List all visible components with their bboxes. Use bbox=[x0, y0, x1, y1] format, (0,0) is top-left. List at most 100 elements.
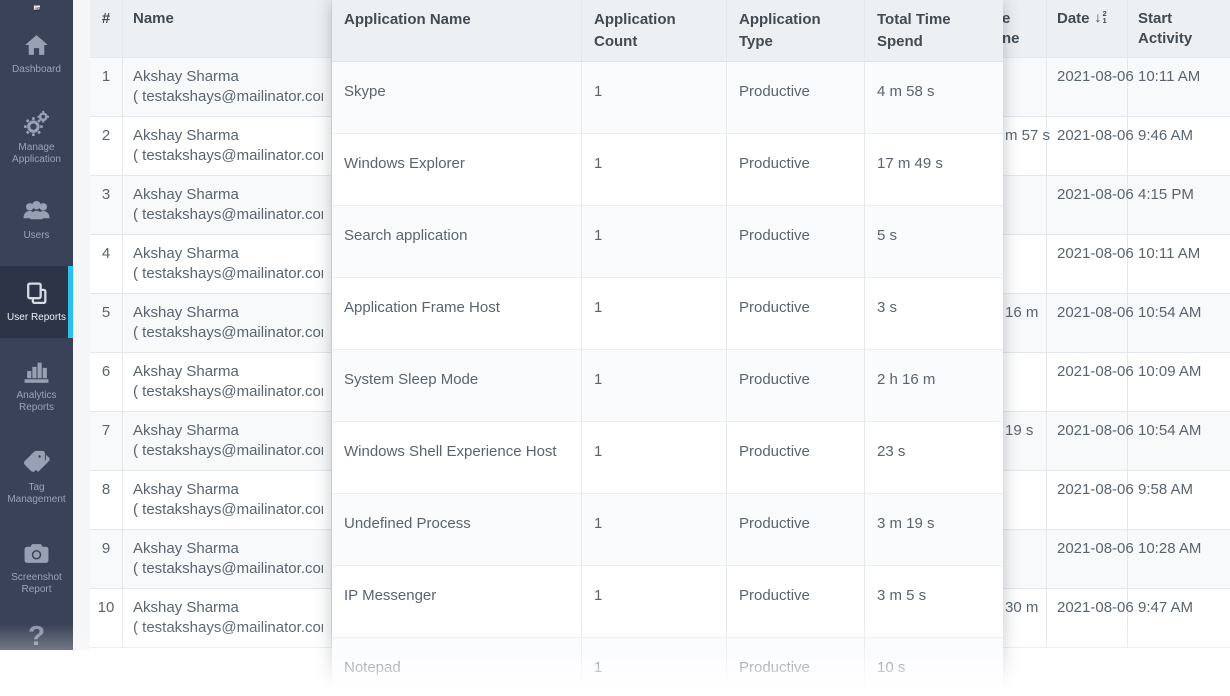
application-row: Undefined Process 1 Productive 3 m 19 s bbox=[332, 494, 1003, 566]
application-row: System Sleep Mode 1 Productive 2 h 16 m bbox=[332, 350, 1003, 422]
sidebar-item-screenshot-report[interactable]: Screenshot Report bbox=[0, 530, 73, 606]
application-count-cell: 1 bbox=[582, 134, 727, 205]
start-activity-cell: 10:54 AM bbox=[1138, 422, 1202, 439]
home-icon bbox=[25, 35, 48, 55]
start-activity-cell: 9:58 AM bbox=[1138, 481, 1194, 498]
user-name-cell: Akshay Sharma ( testakshays@mailinator.c… bbox=[123, 176, 332, 234]
user-name-cell: Akshay Sharma ( testakshays@mailinator.c… bbox=[123, 589, 332, 647]
user-name-cell: Akshay Sharma ( testakshays@mailinator.c… bbox=[123, 471, 332, 529]
hidden-cell: 19 s bbox=[332, 412, 1047, 470]
application-row: Application Frame Host 1 Productive 3 s bbox=[332, 278, 1003, 350]
sidebar-item-dashboard[interactable]: Dashboard bbox=[0, 22, 73, 86]
user-name-cell: Akshay Sharma ( testakshays@mailinator.c… bbox=[123, 353, 332, 411]
application-type-cell: Productive bbox=[727, 422, 865, 493]
application-count-cell: 1 bbox=[582, 206, 727, 277]
start-activity-cell: 9:47 AM bbox=[1138, 599, 1194, 616]
row-number: 2 bbox=[90, 117, 123, 175]
application-row: Search application 1 Productive 5 s bbox=[332, 206, 1003, 278]
date-cell: 2021-08-06 bbox=[1047, 235, 1134, 293]
row-number: 6 bbox=[90, 353, 123, 411]
hidden-cell: m 57 s bbox=[332, 117, 1050, 175]
header-name: Name bbox=[123, 0, 332, 57]
application-count-cell: 1 bbox=[582, 278, 727, 349]
row-number: 9 bbox=[90, 530, 123, 588]
user-name-cell: Akshay Sharma ( testakshays@mailinator.c… bbox=[123, 58, 332, 116]
application-row: Skype 1 Productive 4 m 58 s bbox=[332, 62, 1003, 134]
application-count-cell: 1 bbox=[582, 638, 727, 696]
user-name-cell: Akshay Sharma ( testakshays@mailinator.c… bbox=[123, 117, 332, 175]
date-cell: 2021-08-06 bbox=[1047, 176, 1134, 234]
sidebar-item-label: Tag Management bbox=[7, 482, 66, 505]
row-number: 7 bbox=[90, 412, 123, 470]
camera-icon bbox=[24, 544, 49, 563]
time-spend-cell: 5 s bbox=[877, 227, 898, 244]
date-cell: 2021-08-06 bbox=[1047, 294, 1134, 352]
row-number: 4 bbox=[90, 235, 123, 293]
date-cell: 2021-08-06 bbox=[1047, 117, 1134, 175]
hidden-cell bbox=[332, 235, 1047, 293]
application-type-cell: Productive bbox=[727, 134, 865, 205]
application-name-cell: IP Messenger bbox=[332, 566, 582, 637]
sidebar-item-tag-management[interactable]: Tag Management bbox=[0, 440, 73, 516]
start-activity-cell: 10:54 AM bbox=[1138, 304, 1202, 321]
application-name-cell: Application Frame Host bbox=[332, 278, 582, 349]
help-button[interactable]: ? bbox=[27, 620, 46, 651]
sidebar-item-label: Manage Application bbox=[12, 142, 61, 165]
time-spend-cell: 17 m 49 s bbox=[877, 155, 943, 172]
overlay-header-row: Application Name Application Count Appli… bbox=[332, 0, 1003, 62]
start-activity-cell: 4:15 PM bbox=[1138, 186, 1194, 203]
application-type-cell: Productive bbox=[727, 62, 865, 133]
header-date[interactable]: Date ↓ 2 1 bbox=[1047, 0, 1128, 57]
application-type-cell: Productive bbox=[727, 350, 865, 421]
date-cell: 2021-08-06 bbox=[1047, 530, 1134, 588]
start-activity-cell: 10:28 AM bbox=[1138, 540, 1202, 557]
header-total-time-spend: Total Time Spend bbox=[877, 11, 951, 50]
date-cell: 2021-08-06 bbox=[1047, 353, 1134, 411]
sidebar-item-label: Dashboard bbox=[12, 64, 61, 75]
app-logo-monitor-chart-magnifier[interactable] bbox=[10, 5, 64, 12]
hidden-cell bbox=[332, 471, 1047, 529]
application-row: IP Messenger 1 Productive 3 m 5 s bbox=[332, 566, 1003, 638]
application-count-cell: 1 bbox=[582, 566, 727, 637]
application-count-cell: 1 bbox=[582, 494, 727, 565]
start-activity-cell: 10:11 AM bbox=[1138, 245, 1201, 262]
sidebar-item-analytics-reports[interactable]: Analytics Reports bbox=[0, 348, 73, 424]
user-name-cell: Akshay Sharma ( testakshays@mailinator.c… bbox=[123, 294, 332, 352]
header-num: # bbox=[90, 0, 123, 57]
tags-icon bbox=[23, 450, 50, 473]
users-group-icon bbox=[23, 201, 50, 220]
bar-chart-icon bbox=[24, 362, 49, 383]
user-name-cell: Akshay Sharma ( testakshays@mailinator.c… bbox=[123, 530, 332, 588]
application-name-cell: Skype bbox=[332, 62, 582, 133]
application-name-cell: Undefined Process bbox=[332, 494, 582, 565]
header-application-count: Application Count bbox=[582, 0, 727, 61]
bottom-left-fade bbox=[0, 650, 90, 696]
start-activity-cell: 10:11 AM bbox=[1138, 68, 1201, 85]
sidebar-item-label: Screenshot Report bbox=[11, 572, 62, 595]
sort-numeric-down-icon[interactable]: ↓ 2 1 bbox=[1094, 9, 1107, 25]
application-type-cell: Productive bbox=[727, 638, 865, 696]
gears-icon bbox=[24, 110, 49, 136]
sidebar-item-label: Analytics Reports bbox=[16, 390, 57, 413]
time-spend-cell: 2 h 16 m bbox=[877, 371, 936, 388]
application-row: Windows Explorer 1 Productive 17 m 49 s bbox=[332, 134, 1003, 206]
date-cell: 2021-08-06 bbox=[1047, 471, 1134, 529]
hidden-cell: 30 m bbox=[332, 589, 1047, 647]
row-number: 8 bbox=[90, 471, 123, 529]
hidden-cell: 16 m bbox=[332, 294, 1047, 352]
sidebar-item-user-reports[interactable]: User Reports bbox=[0, 266, 73, 338]
row-number: 3 bbox=[90, 176, 123, 234]
row-number: 1 bbox=[90, 58, 123, 116]
hidden-cell bbox=[332, 530, 1047, 588]
sidebar-item-label: User Reports bbox=[7, 312, 66, 323]
time-spend-cell: 10 s bbox=[877, 659, 906, 676]
sidebar-item-users[interactable]: Users bbox=[0, 188, 73, 252]
application-count-cell: 1 bbox=[582, 350, 727, 421]
application-name-cell: Windows Explorer bbox=[332, 134, 582, 205]
time-spend-cell: 3 m 5 s bbox=[877, 587, 927, 604]
time-spend-cell: 3 s bbox=[877, 299, 898, 316]
hidden-cell bbox=[332, 58, 1047, 116]
sidebar-item-manage-application[interactable]: Manage Application bbox=[0, 100, 73, 176]
sidebar-item-label: Users bbox=[23, 230, 50, 241]
